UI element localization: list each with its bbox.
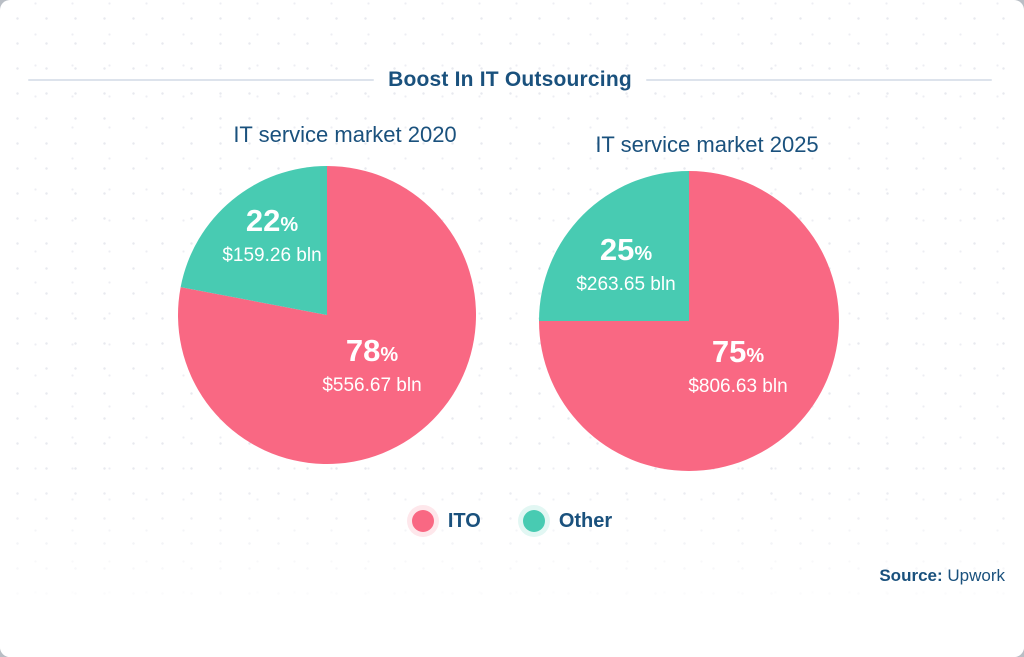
percent-value: 22% [245,203,299,238]
slice-label-other-2025: 25% $263.65 bln [576,233,675,297]
ito-color-dot-icon [411,510,434,532]
pie-slice-ito [178,166,476,464]
pie-chart-2025: 25% $263.65 bln 75% $806.63 bln [539,171,839,471]
source-value: Upwork [947,566,1005,585]
pie-title-2020: IT service market 2020 [233,122,457,147]
dollar-value: $263.65 bln [576,274,676,295]
percent-value: 25% [599,232,653,267]
pie-svg-2020 [178,166,476,464]
pie-svg-2025 [539,171,839,471]
percent-sign: % [280,214,299,236]
slice-label-ito-2025: 75% $806.63 bln [688,335,787,399]
source-attribution: Source: Upwork [879,566,1005,586]
slice-label-ito-2020: 78% $556.67 bln [322,334,421,398]
percent-sign: % [634,243,653,265]
legend-label-other: Other [558,509,613,532]
pie-title-2025: IT service market 2025 [595,132,819,157]
other-color-dot-icon [522,510,545,532]
legend: ITO Other [0,505,1024,537]
percent-value: 75% [711,334,765,369]
legend-item-ito: ITO [411,509,481,533]
pie-slice-other [180,166,327,315]
dollar-value: $556.67 bln [322,375,422,396]
pie-slice-other [539,171,689,321]
pie-chart-2020: 22% $159.26 bln 78% $556.67 bln [178,166,476,464]
dollar-value: $159.26 bln [222,245,322,266]
title-divider-left [28,79,375,81]
slice-label-other-2020: 22% $159.26 bln [222,204,321,268]
title-row: Boost In IT Outsourcing [28,64,993,96]
title-divider-right [645,79,993,81]
page-title: Boost In IT Outsourcing [388,68,632,91]
percent-sign: % [380,344,399,366]
source-label: Source: [879,566,943,585]
legend-label-ito: ITO [447,509,481,532]
percent-sign: % [746,345,765,367]
dollar-value: $806.63 bln [688,376,788,397]
percent-value: 78% [345,333,399,368]
legend-item-other: Other [522,509,613,533]
